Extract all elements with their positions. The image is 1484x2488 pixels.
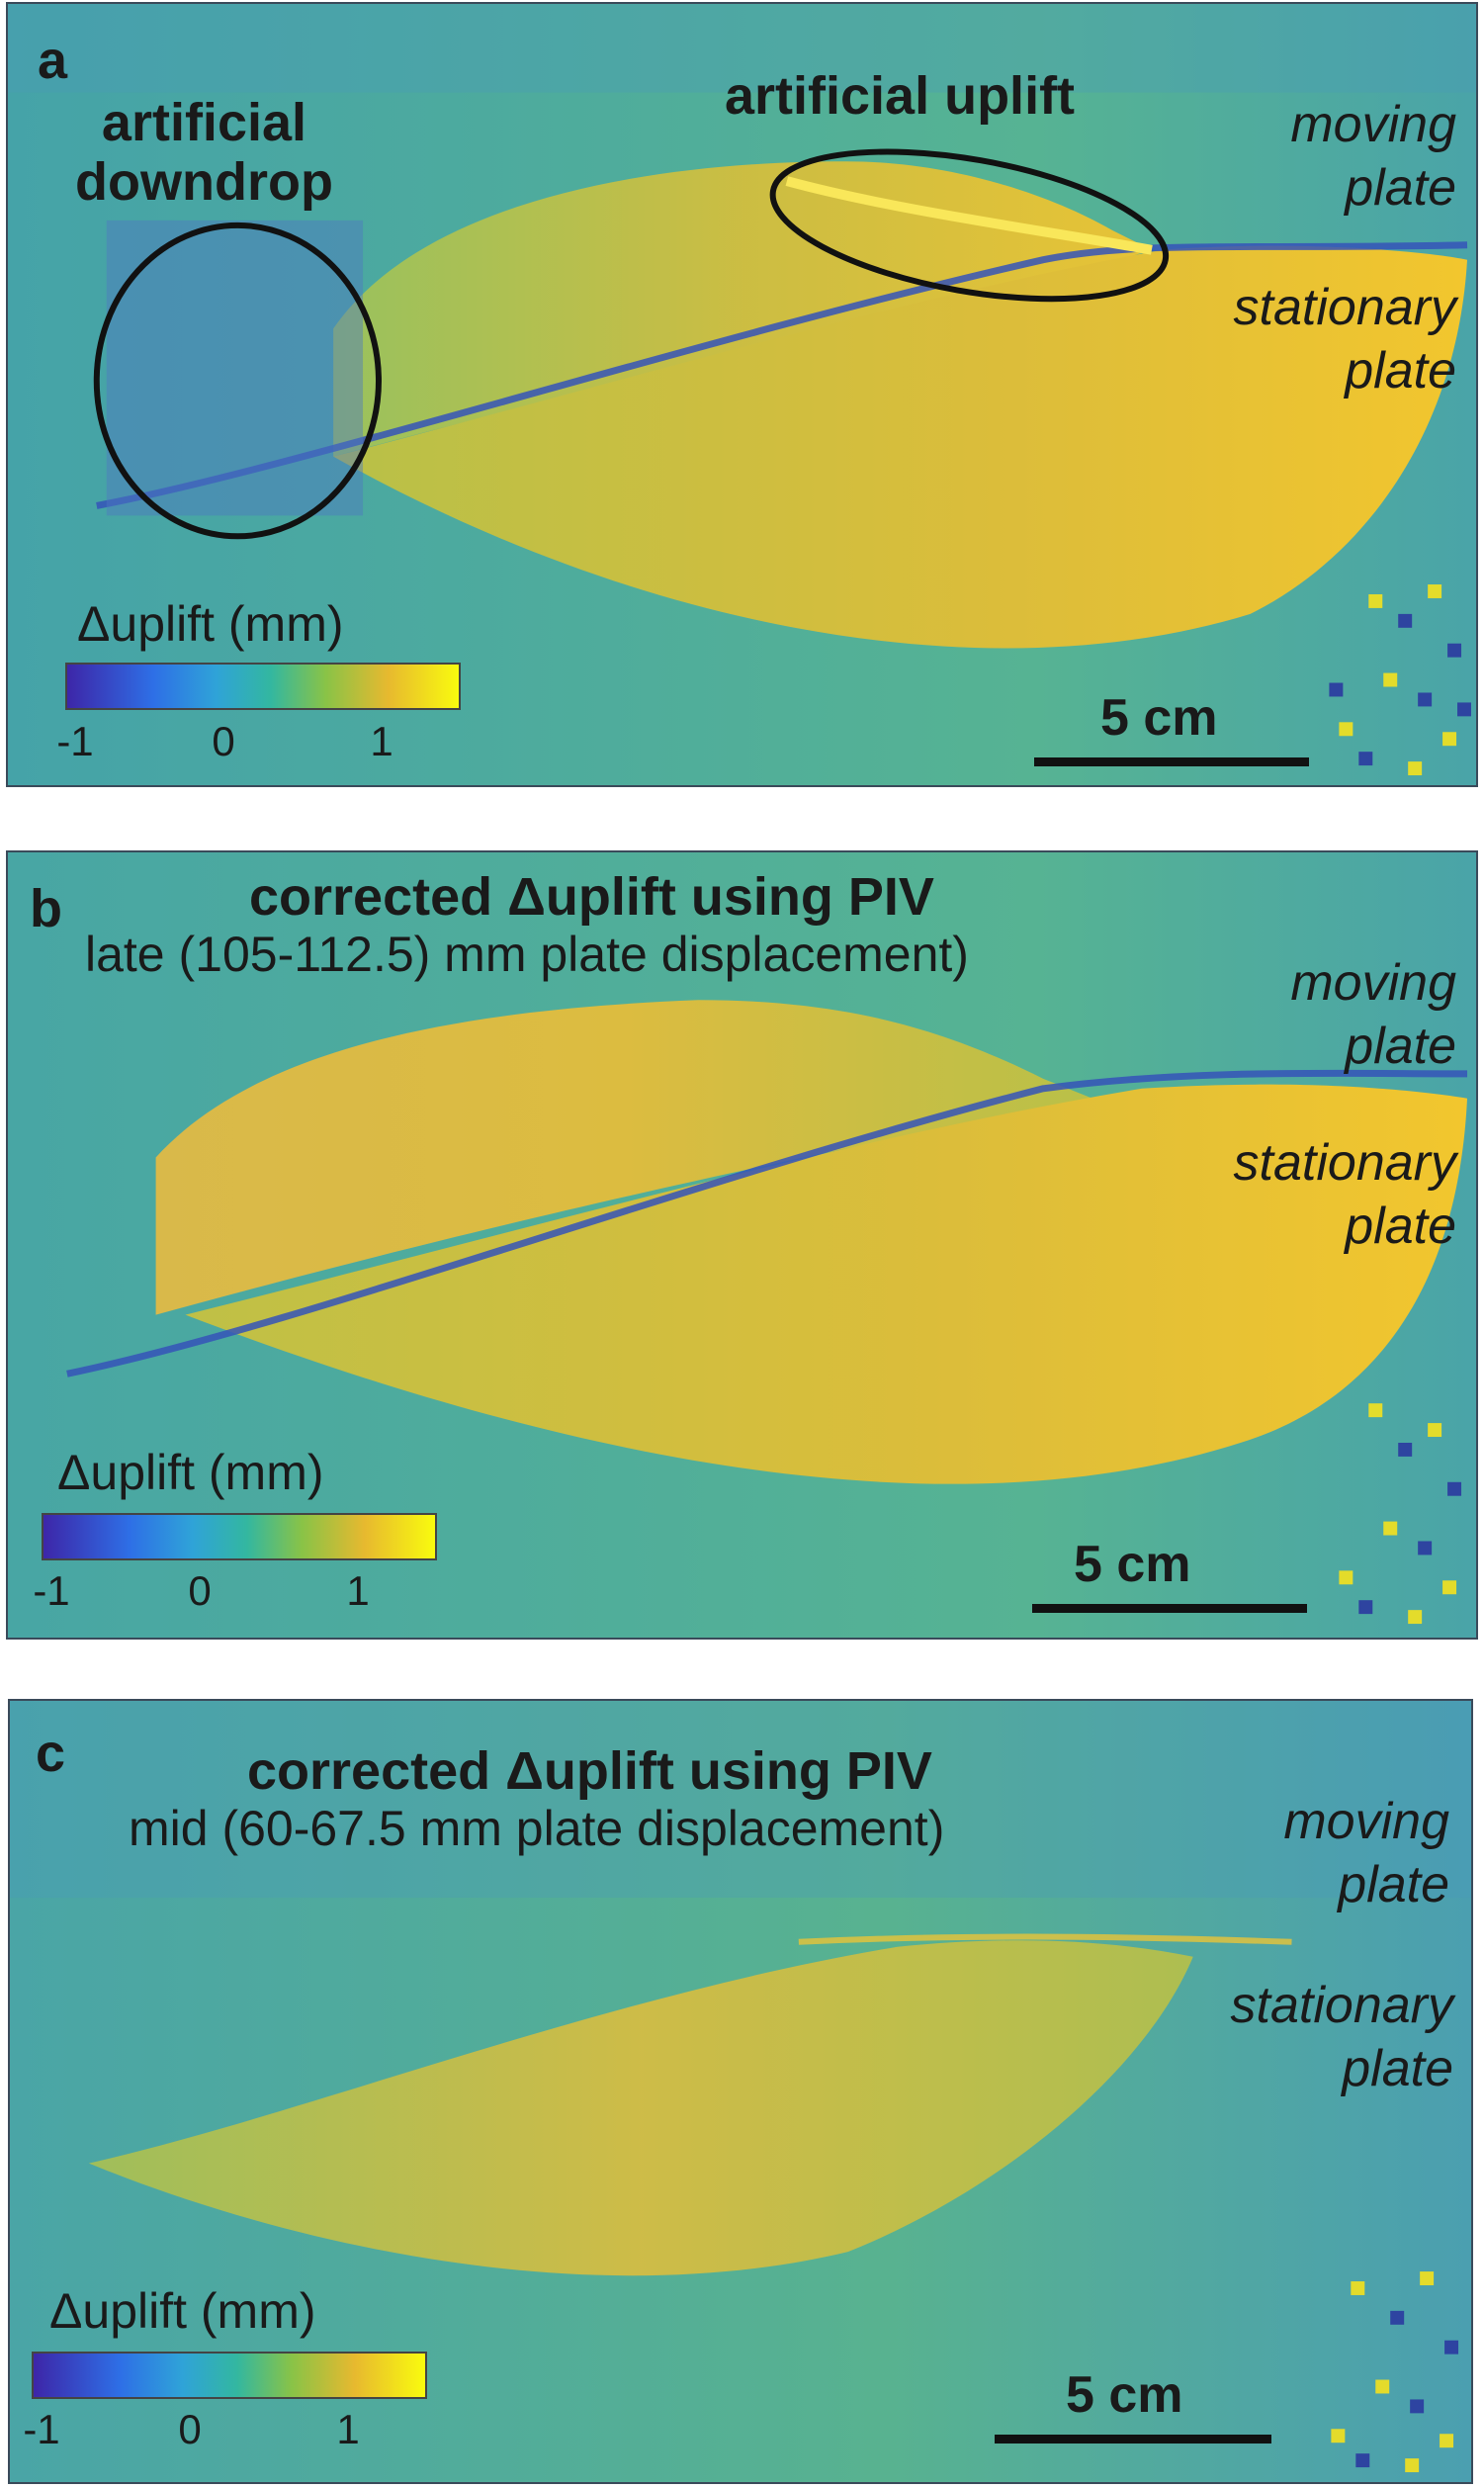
colorbar-tick: -1 xyxy=(23,2406,60,2452)
colorbar-tick: 0 xyxy=(212,718,235,764)
annotation-downdrop: artificial downdrop xyxy=(75,93,333,212)
colorbar-tick: 0 xyxy=(178,2406,202,2452)
colorbar-tick: 1 xyxy=(370,718,393,764)
panel-a: a artificial downdrop artificial uplift … xyxy=(6,2,1478,787)
panel-c: c corrected Δuplift using PIV mid (60-67… xyxy=(8,1699,1473,2484)
scale-bar-label: 5 cm xyxy=(1066,2366,1183,2424)
colorbar-tick: 0 xyxy=(188,1567,212,1614)
scale-bar-label: 5 cm xyxy=(1074,1536,1191,1593)
colorbar xyxy=(65,663,461,710)
moving-plate-label: moving plate xyxy=(1283,1793,1449,1913)
colorbar-tick: 1 xyxy=(336,2406,360,2452)
colorbar-label: Δuplift (mm) xyxy=(57,1445,324,1500)
stationary-plate-label: stationary plate xyxy=(1230,1977,1453,2097)
stationary-plate-label: stationary plate xyxy=(1233,1134,1456,1255)
panel-letter: a xyxy=(38,31,68,90)
colorbar-tick: 1 xyxy=(346,1567,370,1614)
uplift-map-b xyxy=(8,852,1476,1638)
colorbar xyxy=(42,1513,437,1560)
panel-letter: b xyxy=(30,879,62,938)
moving-plate-label: moving plate xyxy=(1290,954,1456,1075)
scale-bar xyxy=(995,2435,1271,2444)
annotation-uplift: artificial uplift xyxy=(725,66,1076,126)
scale-bar xyxy=(1032,1604,1307,1613)
uplift-map-a xyxy=(8,4,1476,785)
panel-letter: c xyxy=(36,1724,66,1783)
scale-bar xyxy=(1034,757,1309,766)
stationary-plate-label: stationary plate xyxy=(1233,279,1456,400)
panel-subtitle: late (105-112.5) mm plate displacement) xyxy=(85,927,969,982)
panel-b: b corrected Δuplift using PIV late (105-… xyxy=(6,850,1478,1640)
colorbar xyxy=(32,2352,427,2399)
moving-plate-label: moving plate xyxy=(1290,96,1456,217)
colorbar-label: Δuplift (mm) xyxy=(49,2283,316,2339)
colorbar-label: Δuplift (mm) xyxy=(77,596,344,652)
panel-title: corrected Δuplift using PIV xyxy=(247,1741,932,1801)
scale-bar-label: 5 cm xyxy=(1100,689,1218,747)
panel-subtitle: mid (60-67.5 mm plate displacement) xyxy=(129,1801,945,1856)
colorbar-tick: -1 xyxy=(56,718,94,764)
panel-title: corrected Δuplift using PIV xyxy=(249,867,934,927)
colorbar-tick: -1 xyxy=(33,1567,70,1614)
